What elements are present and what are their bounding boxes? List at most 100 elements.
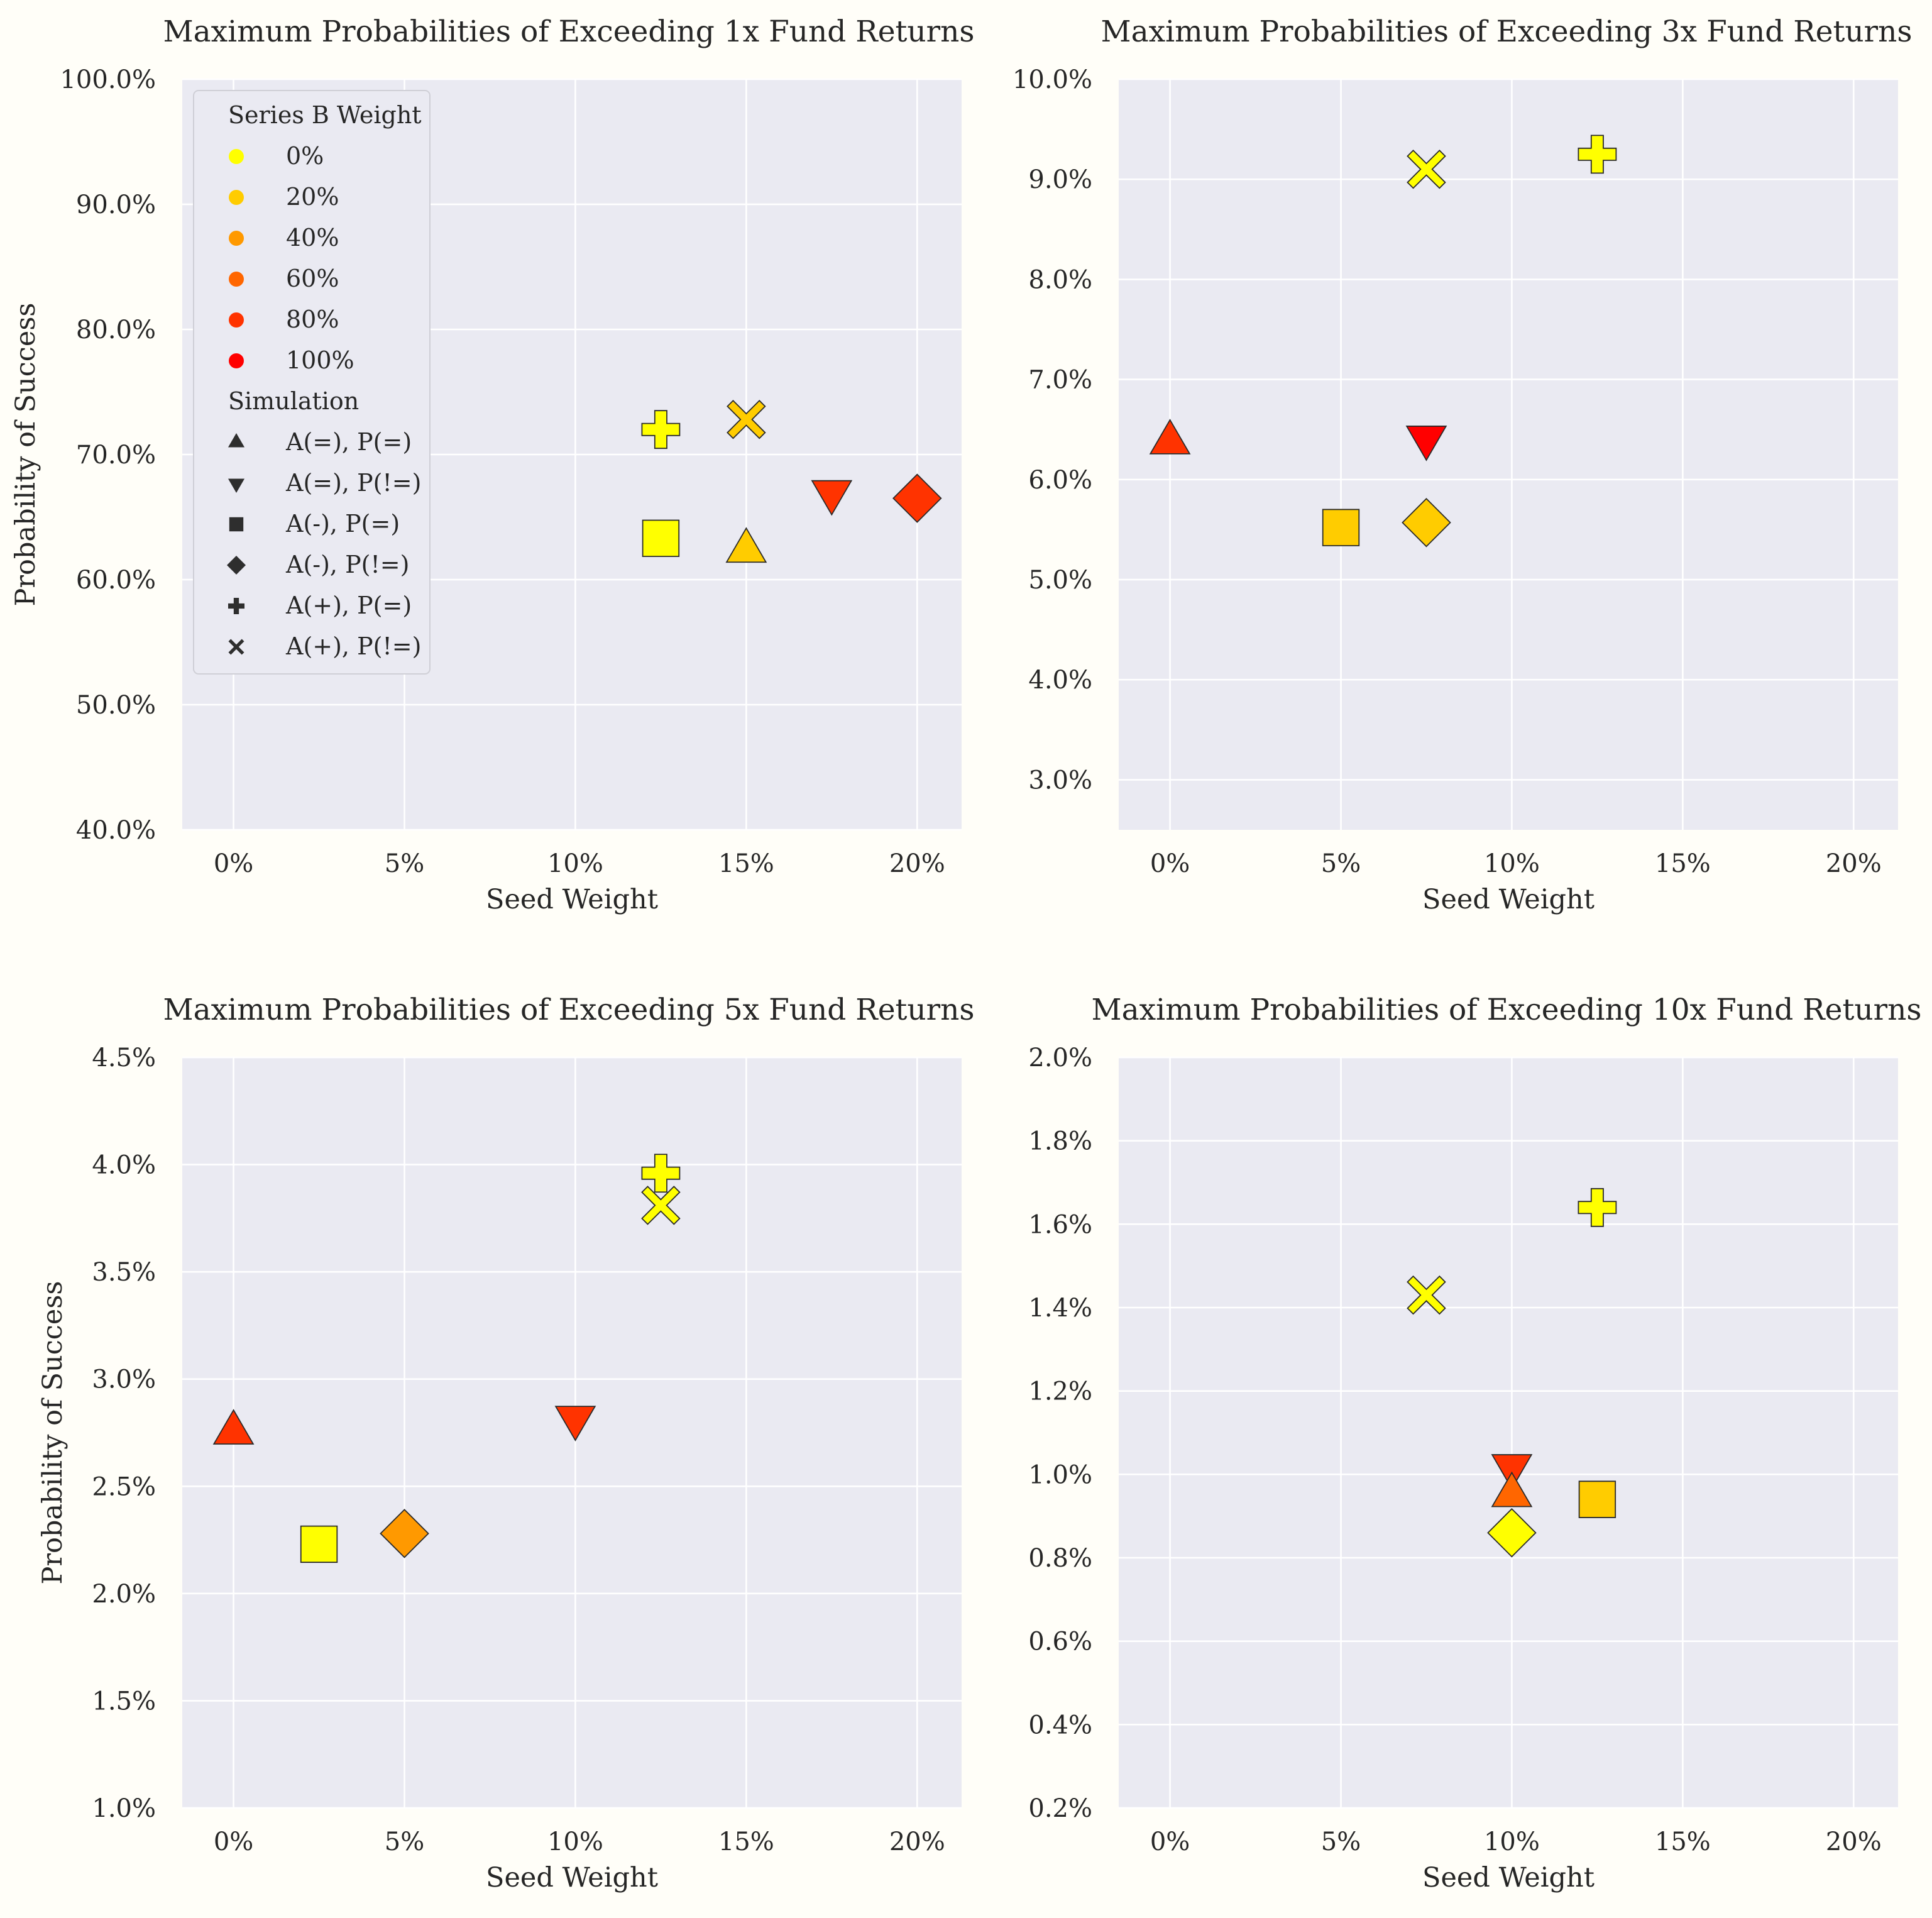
data-point-a-p <box>727 400 766 439</box>
chart-panel-4: 0% 5% 10% 15% 20% 0.2% 0.4% 0.6% 0.8% 1.0% 1.2% 1.4… <box>1028 993 1921 1893</box>
y-axis-label: Probability of Success <box>10 303 41 607</box>
y-tick-label: 6.0% <box>1028 466 1092 495</box>
x-tick-label: 0% <box>1150 849 1190 878</box>
legend-label-weight: 100% <box>286 346 354 374</box>
x-axis-label: Seed Weight <box>486 884 658 915</box>
y-tick-label: 60.0% <box>76 566 156 595</box>
data-point-a-p <box>725 527 767 563</box>
x-axis-label: Seed Weight <box>1422 1862 1594 1893</box>
data-point-a-p <box>811 480 853 516</box>
y-tick-label: 2.5% <box>92 1472 156 1501</box>
chart-panel-2: 0% 5% 10% 15% 20% 3.0% 4.0% 5.0% 6.0% 7.0% 8.0% 9.0… <box>1013 14 1913 915</box>
data-point-a-p <box>554 1406 596 1441</box>
data-point-a-p <box>1149 419 1191 455</box>
chart-title: Maximum Probabilities of Exceeding 1x Fu… <box>163 14 974 49</box>
data-point-a-p <box>1491 1471 1533 1507</box>
x-tick-label: 0% <box>214 849 253 878</box>
chart-title: Maximum Probabilities of Exceeding 3x Fu… <box>1100 14 1912 49</box>
data-point-a-p <box>642 519 680 558</box>
plot-area <box>1119 1057 1898 1808</box>
data-point-a-p <box>1402 497 1451 548</box>
legend-swatch-weight <box>229 190 244 205</box>
legend-marker-triangle-up <box>228 433 245 448</box>
legend-swatch-weight <box>229 149 244 164</box>
x-tick-label: 20% <box>1826 849 1882 878</box>
chart-title: Maximum Probabilities of Exceeding 5x Fu… <box>163 993 974 1027</box>
legend: Series B Weight 0% 20% 40% 60% 80% 100% Simulat… <box>193 90 431 675</box>
x-tick-label: 5% <box>1321 1827 1361 1856</box>
data-point-a-p <box>1405 426 1447 461</box>
y-tick-label: 2.0% <box>92 1580 156 1609</box>
y-tick-label: 9.0% <box>1028 165 1092 194</box>
legend-title-simulation: Simulation <box>228 387 359 415</box>
x-tick-label: 20% <box>889 1827 945 1856</box>
plot-area <box>1119 79 1898 830</box>
y-tick-label: 2.0% <box>1028 1044 1092 1072</box>
legend-label-simulation: A(=), P(=) <box>285 428 412 456</box>
y-tick-label: 5.0% <box>1028 566 1092 595</box>
data-point-a-p <box>1578 135 1617 174</box>
legend-label-weight: 40% <box>286 224 339 251</box>
legend-label-simulation: A(-), P(=) <box>285 510 400 537</box>
chart-title: Maximum Probabilities of Exceeding 10x F… <box>1092 993 1922 1027</box>
x-tick-label: 5% <box>385 1827 424 1856</box>
y-tick-label: 40.0% <box>76 816 156 845</box>
data-point-a-p <box>380 1509 429 1558</box>
x-tick-label: 5% <box>1321 849 1361 878</box>
y-tick-label: 0.2% <box>1028 1794 1092 1823</box>
y-tick-label: 1.4% <box>1028 1294 1092 1323</box>
x-tick-label: 15% <box>718 849 774 878</box>
data-point-a-p <box>641 1186 681 1225</box>
legend-label-simulation: A(=), P(!=) <box>285 469 421 497</box>
x-tick-label: 15% <box>718 1827 774 1856</box>
y-tick-label: 0.6% <box>1028 1628 1092 1656</box>
x-tick-label: 10% <box>1484 849 1540 878</box>
data-point-a-p <box>1578 1188 1617 1227</box>
y-tick-label: 1.2% <box>1028 1377 1092 1406</box>
chart-panel-1: 0% 5% 10% 15% 20% 40.0% 50.0% 60.0% 70.0% 80.0% 90… <box>10 14 975 915</box>
y-tick-label: 8.0% <box>1028 265 1092 294</box>
x-tick-label: 10% <box>1484 1827 1540 1856</box>
legend-label-weight: 20% <box>286 183 339 211</box>
x-tick-label: 10% <box>547 1827 603 1856</box>
y-tick-label: 50.0% <box>76 691 156 720</box>
x-tick-label: 10% <box>547 849 603 878</box>
data-point-a-p <box>1487 1507 1537 1558</box>
y-tick-label: 1.0% <box>92 1794 156 1823</box>
legend-label-simulation: A(+), P(!=) <box>285 632 421 660</box>
data-point-a-p <box>892 473 942 523</box>
y-tick-label: 0.8% <box>1028 1544 1092 1573</box>
legend-label-weight: 80% <box>286 306 339 333</box>
x-tick-label: 0% <box>1150 1827 1190 1856</box>
legend-swatch-weight <box>229 231 244 246</box>
data-point-a-p <box>1407 150 1446 189</box>
x-tick-label: 15% <box>1655 849 1711 878</box>
y-tick-label: 3.0% <box>1028 766 1092 795</box>
legend-box <box>193 90 431 675</box>
x-axis-label: Seed Weight <box>486 1862 658 1893</box>
legend-marker-diamond <box>227 556 246 575</box>
y-tick-label: 100.0% <box>60 65 156 94</box>
data-point-a-p <box>212 1409 255 1445</box>
x-tick-label: 0% <box>214 1827 253 1856</box>
legend-marker-triangle-down <box>228 478 245 493</box>
legend-title-series-b: Series B Weight <box>228 101 422 129</box>
y-tick-label: 3.0% <box>92 1365 156 1394</box>
legend-label-simulation: A(-), P(!=) <box>285 551 409 578</box>
legend-marker-x <box>228 639 244 655</box>
data-point-a-p <box>1322 509 1360 546</box>
y-tick-label: 7.0% <box>1028 366 1092 395</box>
x-tick-label: 5% <box>385 849 424 878</box>
legend-swatch-weight <box>229 312 244 328</box>
y-tick-label: 1.5% <box>92 1687 156 1716</box>
legend-label-simulation: A(+), P(=) <box>285 592 412 619</box>
legend-marker-plus <box>228 598 244 614</box>
y-tick-label: 4.0% <box>92 1151 156 1180</box>
x-tick-label: 15% <box>1655 1827 1711 1856</box>
y-tick-label: 1.0% <box>1028 1460 1092 1489</box>
legend-label-weight: 60% <box>286 265 339 292</box>
y-tick-label: 3.5% <box>92 1258 156 1287</box>
data-point-a-p <box>641 1154 681 1193</box>
data-point-a-p <box>300 1525 338 1563</box>
